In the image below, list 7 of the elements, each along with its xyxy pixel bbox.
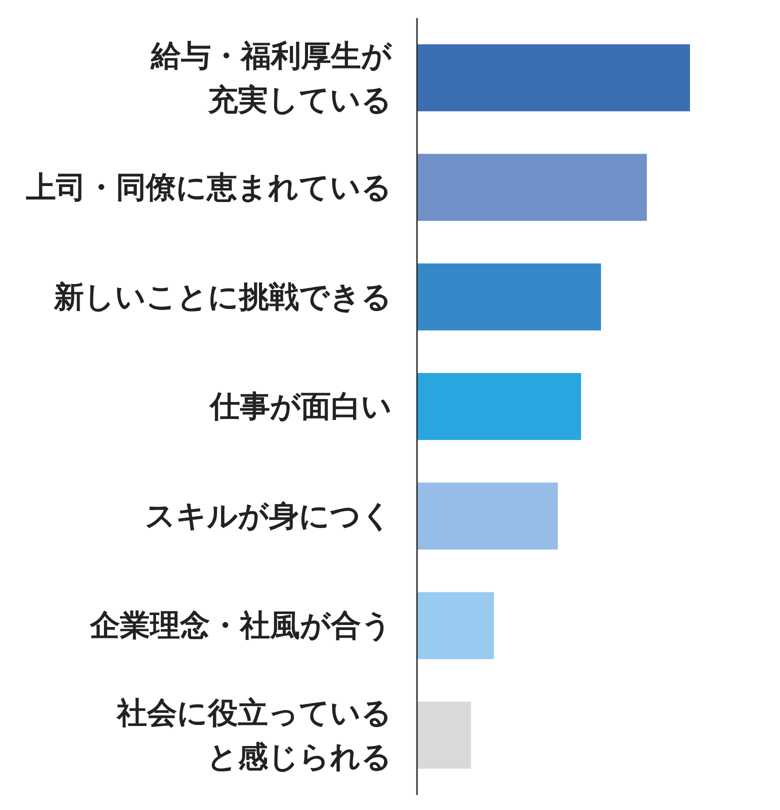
y-tick-label: 企業理念・社風が合う — [89, 608, 392, 644]
y-tick-label: 社会に役立っていると感じられる — [116, 696, 392, 776]
y-tick-label: 新しいことに挑戦できる — [53, 280, 392, 315]
y-tick-label: スキルが身につく — [145, 499, 392, 534]
y-tick-label: 仕事が面白い — [208, 390, 392, 424]
y-tick-label: 給与・福利厚生が充実している — [150, 38, 393, 118]
y-tick-label: 上司・同僚に恵まれている — [25, 170, 392, 206]
